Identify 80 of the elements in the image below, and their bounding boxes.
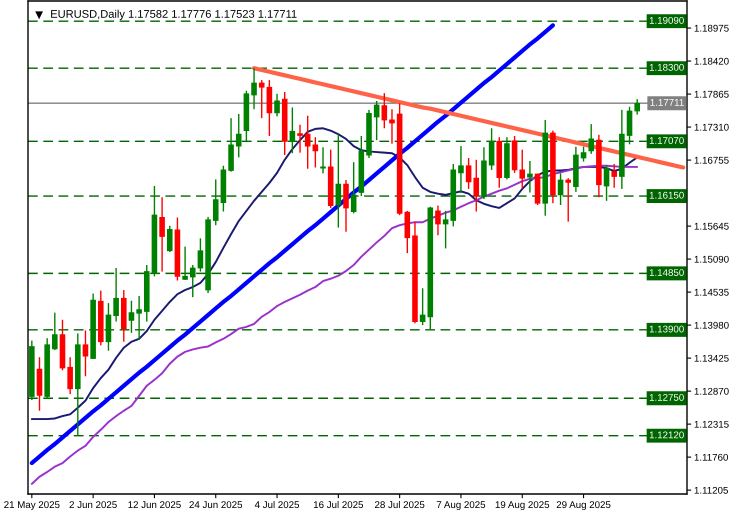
ref-line-label: 1.14850 [650,269,684,276]
candlestick [374,100,380,141]
y-tick-label: 1.15645 [694,222,729,230]
y-tick-label: 1.14535 [694,288,729,296]
candlestick [182,246,188,281]
candlestick [290,106,296,154]
y-tick-label: 1.12315 [694,420,729,428]
candlestick [166,225,173,253]
y-tick-label: 1.16755 [694,156,729,164]
candlestick [198,238,204,272]
line-series [30,127,638,420]
candlestick [604,164,610,202]
x-tick-label: 21 May 2025 [4,501,60,510]
candlestick [274,93,280,118]
candlestick [558,172,564,206]
candlestick [580,146,586,162]
candlestick [312,136,318,168]
candlestick [435,204,441,236]
x-tick-label: 12 Jun 2025 [128,501,181,508]
ref-line-label: 1.12120 [650,431,684,438]
y-tick-label: 1.13980 [694,322,729,329]
ref-line-label: 1.12750 [650,394,684,401]
x-tick-label: 19 Aug 2025 [496,501,550,510]
y-tick-label: 1.17310 [694,124,729,131]
candlestick [611,163,617,188]
y-tick-label: 1.11205 [694,486,728,494]
x-tick-label: 2 Jun 2025 [70,501,117,508]
candlestick [251,68,257,110]
y-tick-label: 1.15090 [694,256,729,263]
ref-line-label: 1.19090 [650,16,684,24]
candlestick [336,134,342,228]
candlestick [350,161,356,214]
candlestick [304,115,310,170]
x-tick-label: 28 Jul 2025 [375,500,424,508]
ref-line-label: 1.17070 [650,137,684,144]
candlestick [236,113,242,158]
candlestick [458,145,464,194]
x-tick-label: 24 Jun 2025 [189,501,242,508]
candlestick [297,124,303,154]
x-tick-label: 16 Jul 2025 [314,500,364,508]
ref-line-label: 1.13900 [650,326,684,332]
candlestick [420,288,426,326]
y-tick-label: 1.11760 [694,454,728,461]
candlestick [343,179,349,232]
candlestick [128,300,134,334]
candlestick [488,128,494,171]
candlestick [382,92,388,129]
candlestick [67,356,73,395]
candlestick [52,312,58,351]
ref-line-label: 1.18300 [650,64,684,71]
ref-line-label: 1.17711 [650,99,684,106]
candlestick [159,196,165,272]
x-tick-label: 29 Aug 2025 [556,501,610,510]
candlestick [634,98,640,116]
candlestick [565,178,572,222]
y-tick-label: 1.18420 [694,58,729,65]
x-tick-label: 4 Jul 2025 [254,500,300,508]
candlestick [320,146,326,174]
candlestick [588,123,594,155]
candlestick [258,79,265,119]
candlestick [473,159,480,212]
candlestick [519,148,526,190]
candlestick [190,264,196,298]
candlestick [466,157,472,190]
text: EURUSD,Daily 1.17582 1.17776 1.17523 1.17711 [51,10,297,20]
y-tick-label: 1.18975 [694,24,729,32]
line-series [30,164,638,485]
candlestick [113,267,119,322]
candlestick [136,295,142,341]
candlestick [389,108,395,144]
candlestick [442,210,448,250]
candlestick [527,160,533,194]
ref-line-label: 1.16150 [650,192,684,199]
y-tick-label: 1.13425 [694,354,729,362]
candlestick [82,330,88,377]
y-tick-label: 1.17865 [694,90,729,98]
candlestick [212,178,219,226]
x-tick-label: 7 Aug 2025 [436,501,486,510]
line-series [30,23,555,466]
y-tick-label: 1.12870 [694,388,729,395]
